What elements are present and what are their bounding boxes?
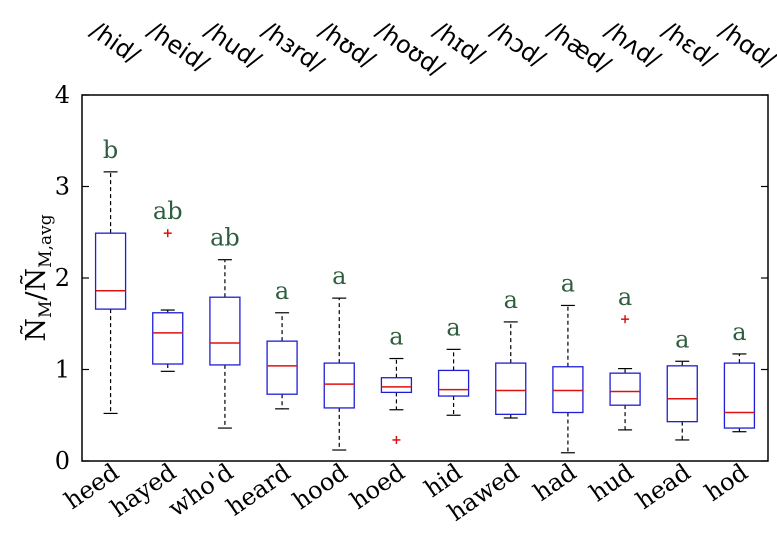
y-label-main2: Ñ [18, 268, 52, 292]
y-axis-label: ÑM/ÑM,avg [18, 214, 56, 341]
iqr-box [323, 362, 355, 409]
group-letter: ab [210, 224, 240, 252]
x-category-label: head [631, 458, 696, 515]
iqr-box [723, 362, 756, 429]
group-letter: a [675, 325, 689, 353]
ipa-label: /hɛd/ [657, 16, 723, 74]
iqr-box [666, 365, 698, 423]
ipa-label: /hid/ [85, 16, 145, 70]
group-letter: ab [153, 197, 183, 225]
box-hawed [495, 321, 527, 419]
ipa-label: /hɔd/ [485, 16, 551, 74]
ipa-label: /hud/ [199, 16, 266, 75]
box-hood [323, 297, 355, 451]
x-category-label: heard [221, 458, 295, 522]
box-heard [266, 312, 298, 410]
box-hid [437, 348, 470, 416]
box-hud [609, 315, 641, 431]
ipa-label-row: /hid//heid//hud//hɜrd//hʊd//hoʊd//hɪd//h… [85, 16, 777, 83]
iqr-box [495, 362, 527, 415]
box-hod [723, 353, 756, 433]
y-tick-label: 3 [55, 173, 70, 201]
box-heed [94, 171, 127, 415]
group-letter: a [732, 318, 746, 346]
group-letter: b [103, 136, 118, 164]
x-category-label: hud [585, 458, 639, 507]
group-letter: a [389, 323, 403, 351]
outlier-marker [163, 229, 172, 238]
outlier-marker [621, 315, 630, 324]
group-letter: a [504, 286, 518, 314]
y-tick-label: 2 [55, 264, 70, 292]
y-label-sub2: M,avg [36, 214, 56, 268]
x-category-label: hood [288, 458, 353, 515]
ipa-label: /hɑd/ [714, 16, 777, 75]
ipa-label: /hʊd/ [314, 16, 381, 75]
plot-frame [81, 94, 769, 462]
box-hoed [380, 357, 413, 444]
y-tick-label: 4 [55, 81, 70, 109]
y-tick-label: 0 [55, 447, 70, 475]
y-label-main: Ñ [18, 318, 52, 342]
iqr-box [609, 372, 641, 406]
y-label-slash: / [21, 291, 52, 301]
ipa-label: /hʌd/ [600, 16, 667, 74]
iqr-box [380, 377, 413, 394]
group-letter: a [618, 283, 632, 311]
group-letter: a [332, 262, 346, 290]
x-category-label: who'd [163, 458, 238, 522]
group-letter: a [561, 269, 575, 297]
x-category-label: hod [700, 458, 753, 507]
box-series [94, 171, 756, 454]
box-head [666, 360, 698, 441]
y-label-sub1: M [36, 301, 56, 318]
ipa-label: /hæd/ [542, 16, 616, 80]
group-letter: a [446, 313, 460, 341]
y-axis-ticks: 0 1 2 3 4 [55, 81, 768, 475]
x-category-label: hoed [345, 458, 410, 515]
ipa-label: /hɜrd/ [257, 16, 330, 79]
outlier-marker [392, 435, 401, 444]
y-tick-label: 1 [55, 356, 70, 384]
x-category-label: had [528, 458, 581, 507]
box-had [552, 304, 584, 454]
iqr-box [552, 366, 584, 414]
iqr-box [437, 369, 470, 397]
x-category-label: hayed [105, 458, 181, 523]
ipa-label: /heid/ [142, 16, 215, 78]
box-whod [209, 259, 241, 429]
iqr-box [94, 232, 127, 310]
iqr-box [152, 312, 184, 365]
group-letter: a [275, 277, 289, 305]
iqr-box [209, 296, 241, 366]
iqr-box [266, 340, 298, 395]
box-hayed [152, 229, 184, 372]
